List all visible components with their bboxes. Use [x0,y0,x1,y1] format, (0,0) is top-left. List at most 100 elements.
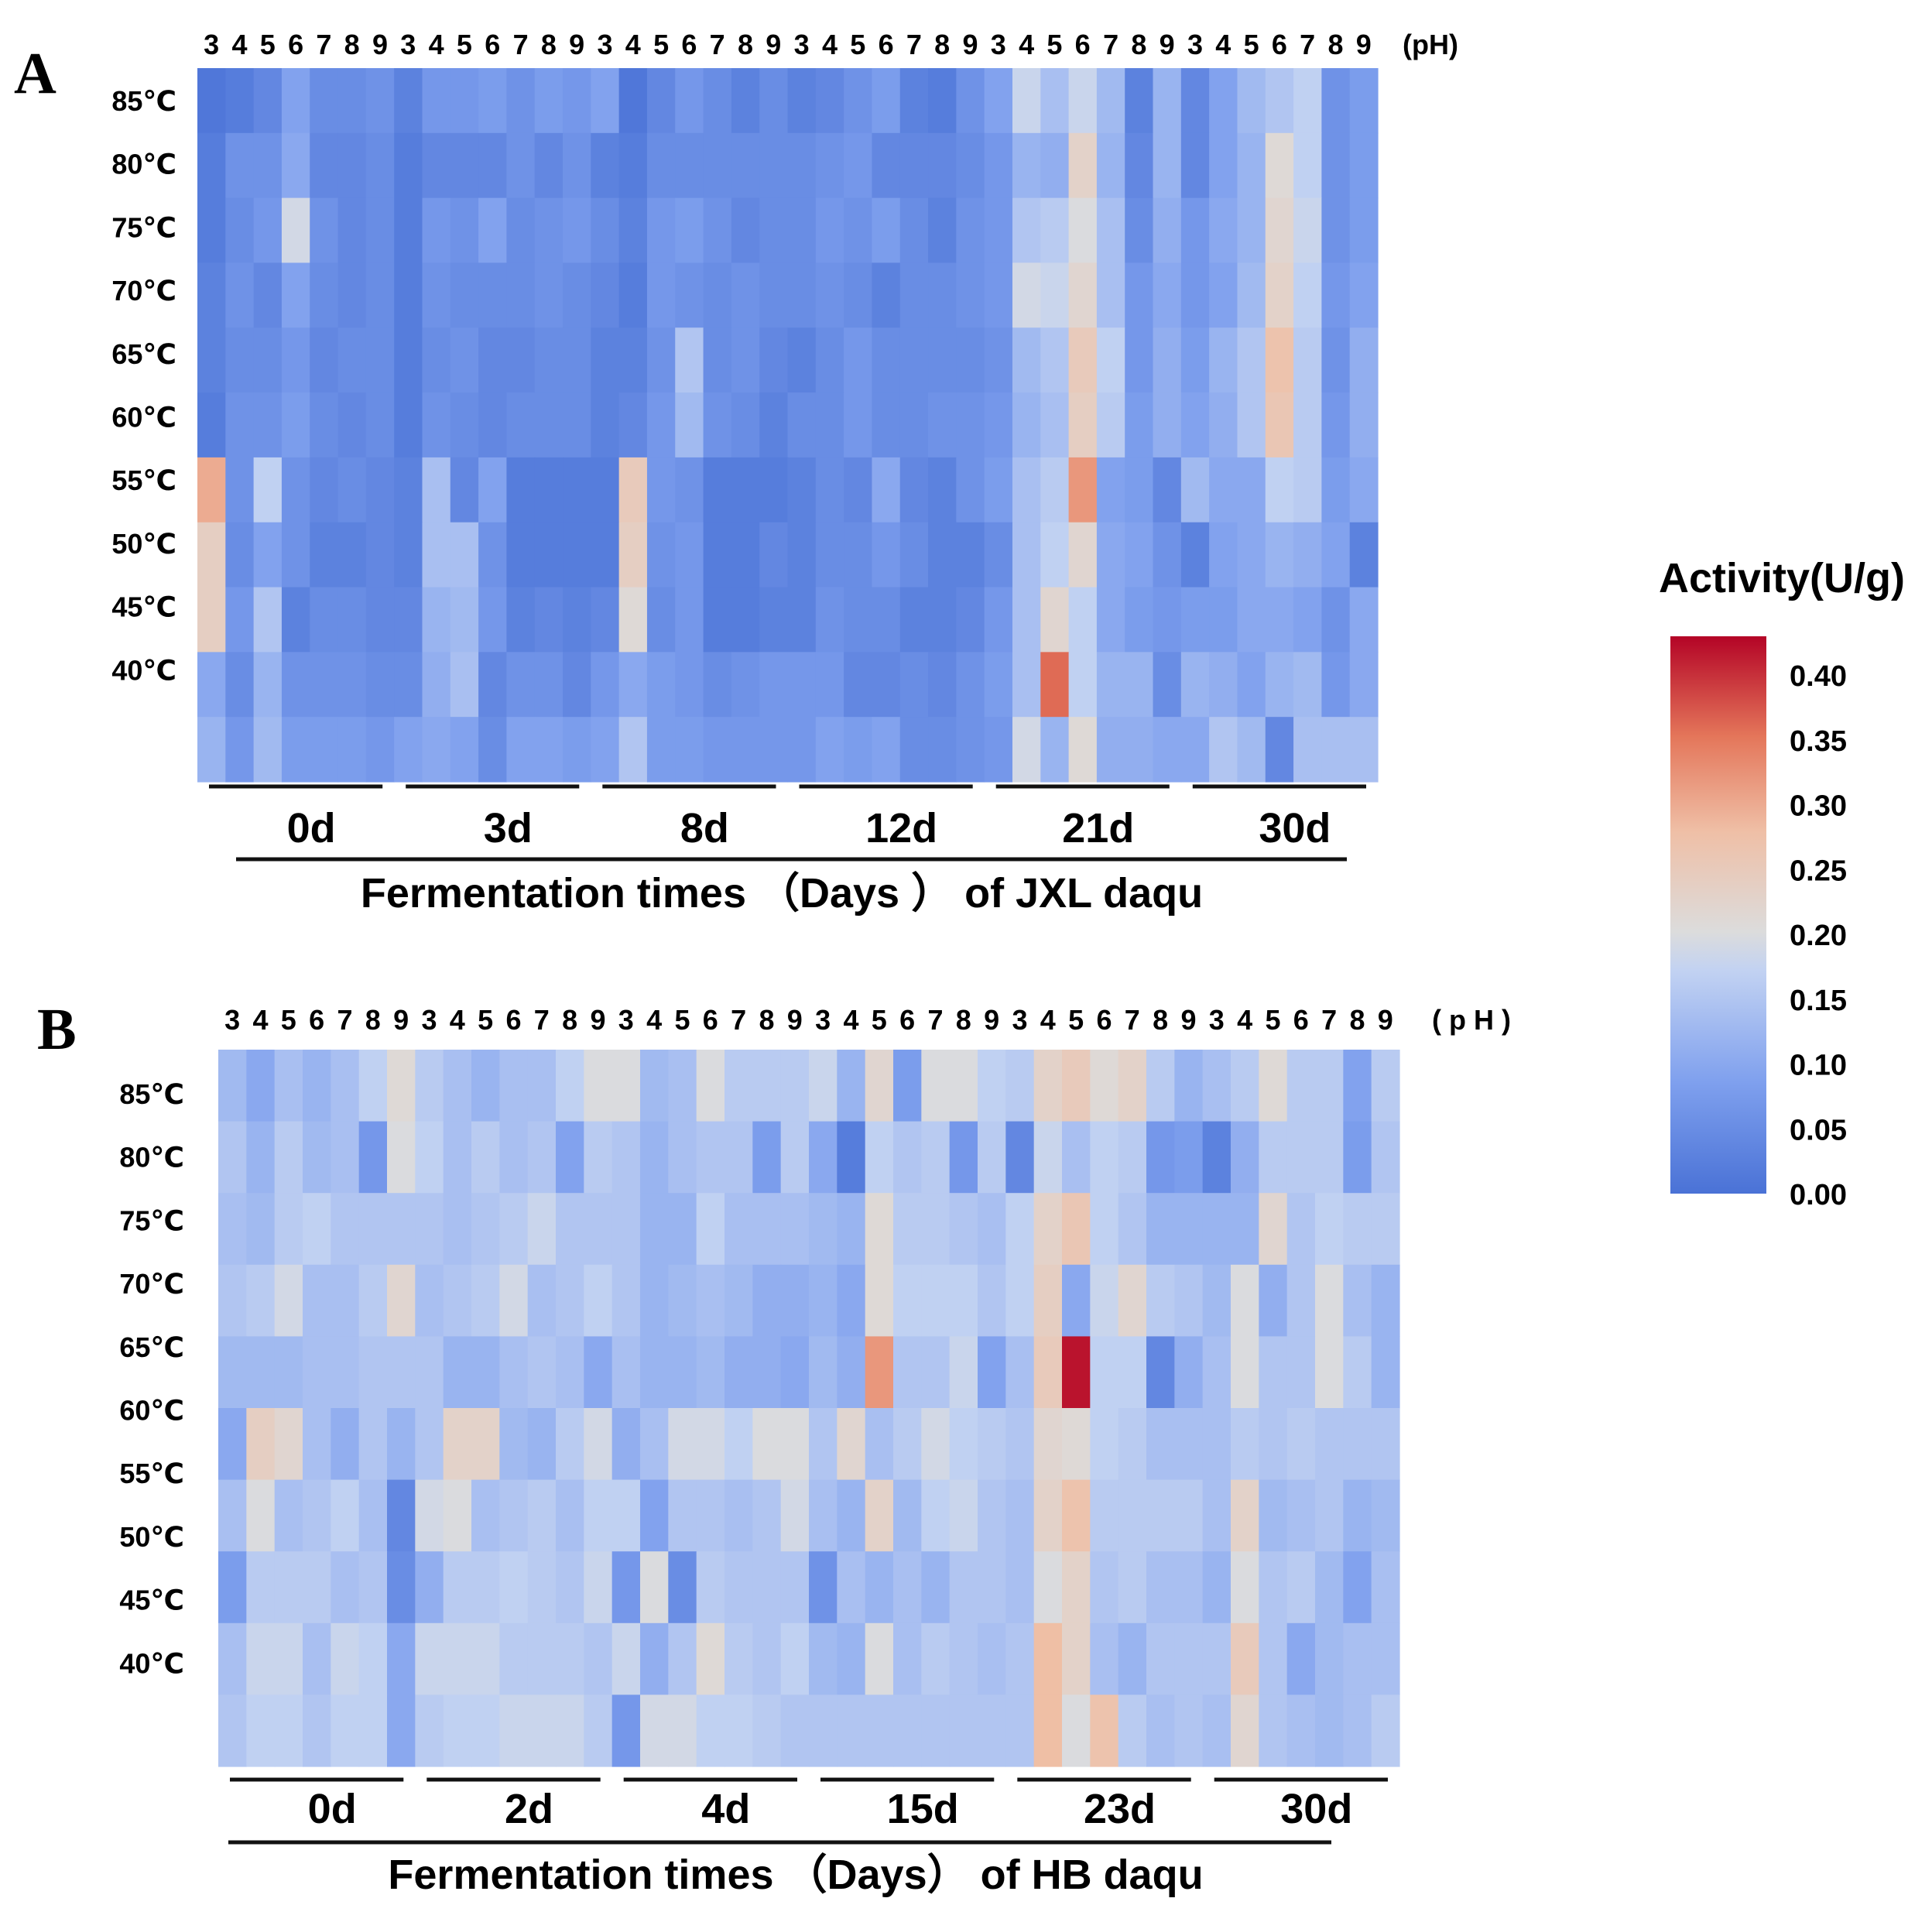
heatmap-cell [1371,1622,1400,1695]
heatmap-cell [1090,1479,1119,1552]
ph-tick-label: 5 [1265,1004,1280,1036]
heatmap-cell [443,1050,472,1122]
heatmap-cell [675,68,704,134]
heatmap-cell [365,197,395,264]
heatmap-cell [591,327,620,393]
ph-tick-label: 5 [653,29,669,60]
heatmap-cell [780,1336,810,1409]
heatmap-cell [872,262,901,328]
heatmap-cell [618,652,648,718]
heatmap-cell [1237,587,1266,653]
heatmap-cell [218,1121,247,1194]
heatmap-cell [197,262,226,328]
panel-letter-a: A [14,41,57,106]
heatmap-cell [618,392,648,458]
heatmap-cell [1349,392,1379,458]
heatmap-cell [1153,327,1182,393]
heatmap-cell [752,1121,782,1194]
heatmap-cell [443,1336,472,1409]
ph-tick-label: 3 [400,29,416,60]
heatmap-cell [534,457,564,523]
heatmap-cell [809,1193,838,1266]
heatmap-cell [809,1408,838,1481]
heatmap-cell [1090,1551,1119,1624]
ph-tick-label: 4 [1237,1004,1252,1036]
ph-tick-label: 7 [534,1004,550,1036]
heatmap-cell [787,522,817,588]
heatmap-cell [1033,1479,1063,1552]
heatmap-cell [759,587,789,653]
heatmap-cell [899,132,929,199]
ph-tick-label: 9 [590,1004,605,1036]
heatmap-cell [759,457,789,523]
heatmap-cell [471,1336,500,1409]
heatmap-cell [872,327,901,393]
heatmap-cell [478,197,508,264]
heatmap-cell [1315,1193,1344,1266]
ph-tick-label: 4 [1215,29,1231,60]
ph-tick-label: 9 [984,1004,999,1036]
heatmap-cell [1068,68,1098,134]
heatmap-cell [394,197,423,264]
group-label: 21d [1062,805,1134,851]
heatmap-cell [563,132,591,199]
heatmap-cell [640,1264,669,1337]
ph-unit-label-b: ( p H ) [1432,1004,1511,1036]
heatmap-cell [478,262,508,328]
ph-tick-label: 4 [625,29,641,60]
heatmap-cell [365,327,395,393]
heatmap-cell [956,132,985,199]
heatmap-cell [443,1551,472,1624]
heatmap-cell [197,522,226,588]
heatmap-cell [618,587,648,653]
ph-tick-label: 7 [316,29,331,60]
heatmap-cell [668,1479,697,1552]
ph-tick-label: 4 [450,1004,465,1036]
heatmap-cell [225,587,255,653]
ph-tick-label: 7 [927,1004,943,1036]
heatmap-cell [646,392,676,458]
heatmap-cell [1349,587,1379,653]
heatmap-cell [978,1264,1006,1337]
heatmap-cell [478,132,508,199]
heatmap-cell [1040,587,1070,653]
heatmap-cell [1118,1336,1147,1409]
heatmap-cell [1033,1050,1063,1122]
heatmap-cell [365,132,395,199]
heatmap-cell [1265,457,1294,523]
heatmap-cell [1286,1193,1316,1266]
heatmap-cell [274,1694,303,1767]
heatmap-cell [584,1408,613,1481]
heatmap-cell [246,1479,276,1552]
heatmap-cell [563,392,591,458]
heatmap-cell [1090,1121,1119,1194]
temperature-label: 70℃ [119,1268,184,1300]
heatmap-cell [506,392,536,458]
heatmap-cell [646,197,676,264]
heatmap-cell [809,1622,838,1695]
heatmap-cell [1012,392,1041,458]
heatmap-cell [1315,1264,1344,1337]
heatmap-cell [921,1479,951,1552]
heatmap-cell [246,1551,276,1624]
heatmap-cell [928,392,957,458]
heatmap-cell [225,652,255,718]
heatmap-cell [358,1408,388,1481]
heatmap-cell [253,652,283,718]
heatmap-cell [365,262,395,328]
heatmap-cell [584,1551,613,1624]
ph-tick-label: 3 [204,29,219,60]
heatmap-cell [956,522,985,588]
temperature-label: 55℃ [111,464,176,496]
heatmap-cell [471,1408,500,1481]
heatmap-cell [387,1622,416,1695]
heatmap-cell [303,1193,331,1266]
temperature-label: 85℃ [119,1078,184,1110]
heatmap-cell [752,1622,782,1695]
heatmap-cell [675,262,704,328]
heatmap-cell [365,392,395,458]
heatmap-cell [387,1264,416,1337]
ph-tick-label: 3 [421,1004,437,1036]
heatmap-cell [815,68,844,134]
heatmap-cell [1040,262,1070,328]
